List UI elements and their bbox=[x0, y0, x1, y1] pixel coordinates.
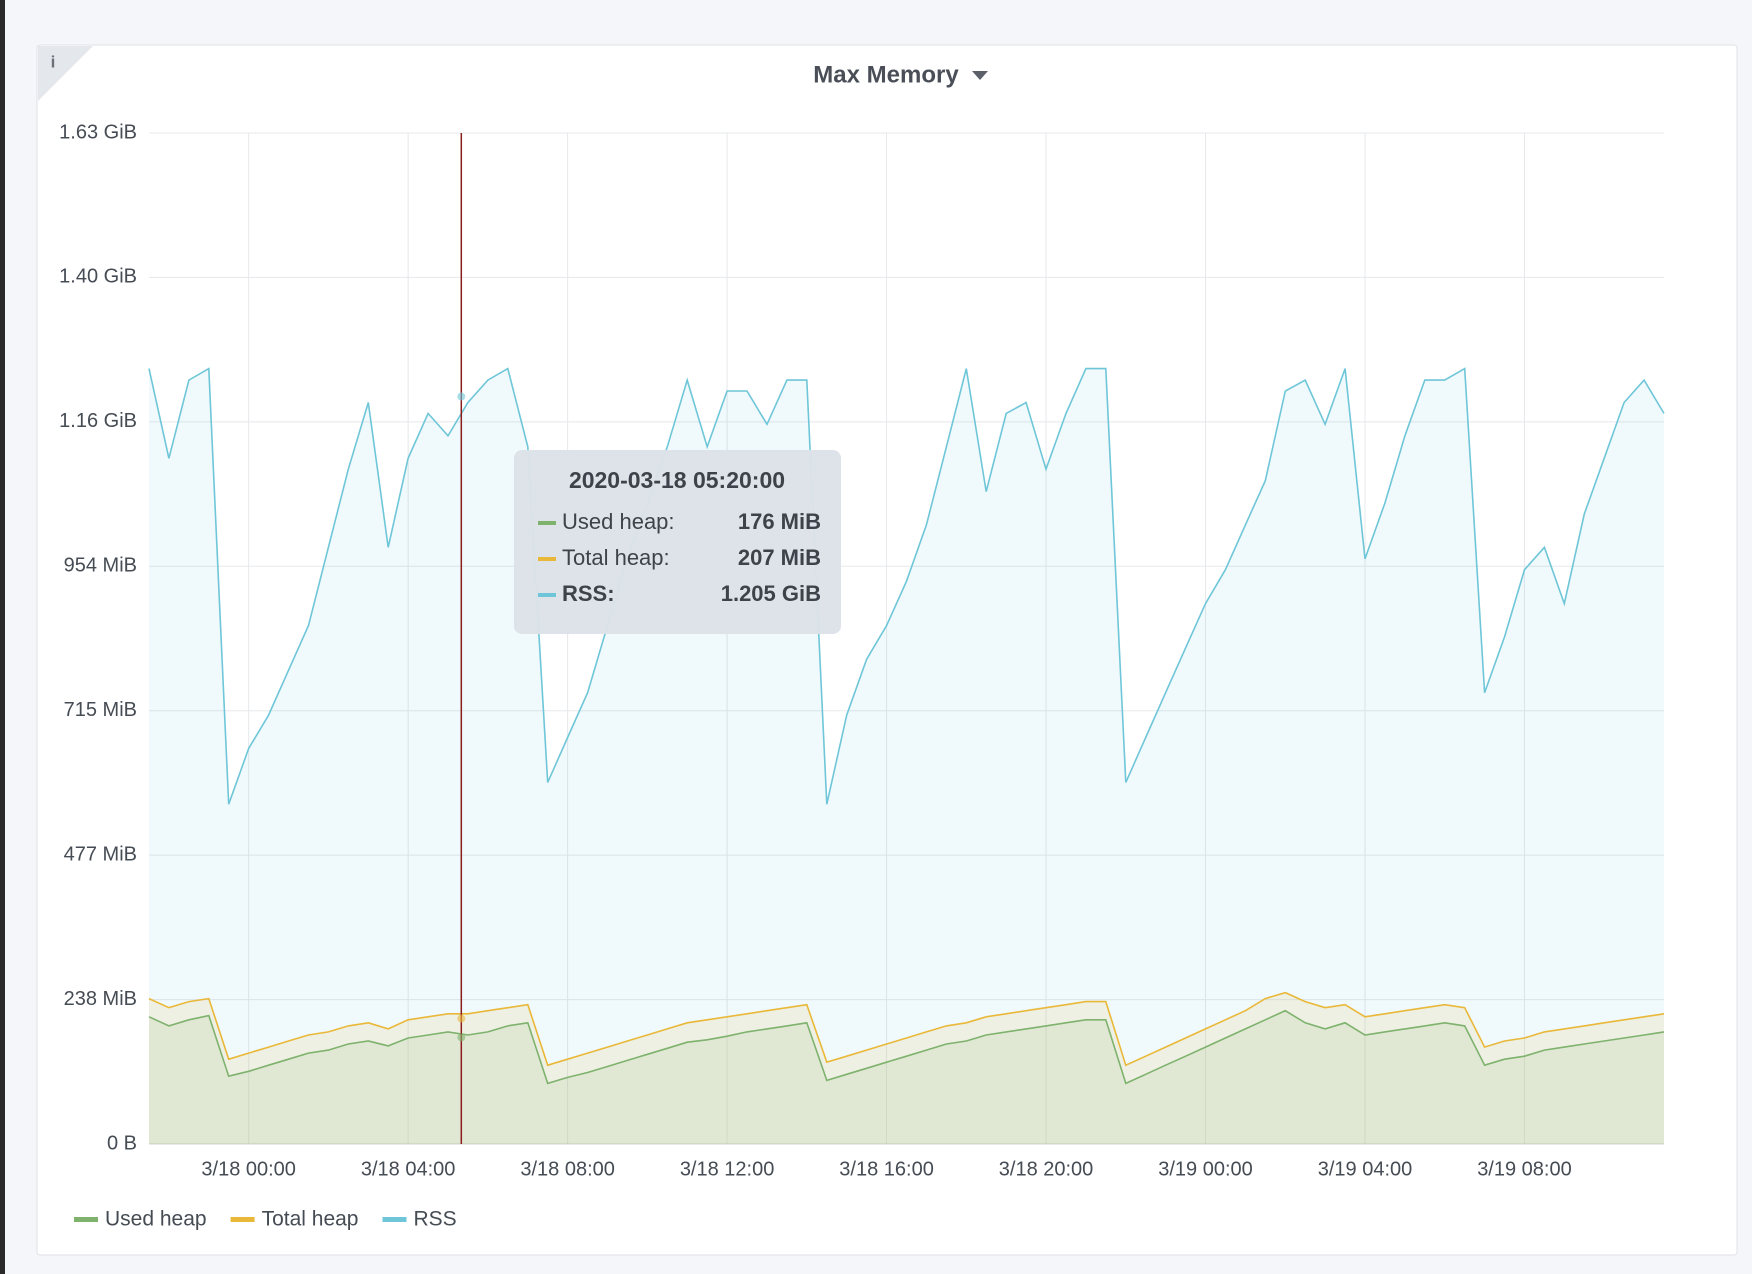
tooltip-box bbox=[514, 450, 841, 634]
x-tick-label: 3/19 08:00 bbox=[1477, 1158, 1572, 1180]
tooltip-label: Total heap: bbox=[562, 545, 670, 570]
hover-point bbox=[457, 392, 466, 401]
x-tick-label: 3/19 00:00 bbox=[1158, 1158, 1253, 1180]
legend-label: Used heap bbox=[105, 1208, 207, 1231]
y-tick-label: 0 B bbox=[107, 1132, 137, 1154]
y-tick-label: 1.40 GiB bbox=[59, 266, 137, 288]
tooltip: 2020-03-18 05:20:00 Used heap: 176 MiB Tota… bbox=[514, 450, 841, 634]
legend-swatch bbox=[230, 1217, 255, 1222]
legend-label: Total heap bbox=[262, 1208, 359, 1231]
series-area bbox=[149, 992, 1664, 1144]
x-tick-label: 3/19 04:00 bbox=[1318, 1158, 1413, 1180]
y-tick-label: 477 MiB bbox=[64, 843, 137, 865]
tooltip-value: 1.205 GiB bbox=[721, 581, 821, 606]
series-area bbox=[149, 1010, 1664, 1144]
y-tick-label: 238 MiB bbox=[64, 988, 137, 1010]
tooltip-label: Used heap: bbox=[562, 509, 675, 534]
y-tick-label: 715 MiB bbox=[64, 699, 137, 721]
x-tick-label: 3/18 12:00 bbox=[680, 1158, 775, 1180]
x-tick-label: 3/18 08:00 bbox=[520, 1158, 615, 1180]
legend-swatch bbox=[74, 1217, 98, 1222]
title-caret[interactable] bbox=[972, 71, 988, 80]
y-tick-label: 1.63 GiB bbox=[59, 121, 137, 143]
tooltip-swatch bbox=[538, 557, 556, 561]
left-edge bbox=[0, 0, 5, 1274]
series-line bbox=[148, 991, 1665, 1067]
info-corner[interactable] bbox=[38, 46, 93, 101]
tooltip-swatch bbox=[538, 521, 556, 525]
tooltip-label: RSS: bbox=[562, 581, 615, 606]
x-tick-label: 3/18 16:00 bbox=[839, 1158, 934, 1180]
x-tick-label: 3/18 04:00 bbox=[361, 1158, 456, 1180]
hover-point bbox=[457, 1014, 466, 1023]
x-tick-label: 3/18 20:00 bbox=[999, 1158, 1094, 1180]
series-line bbox=[148, 367, 1665, 805]
hover-point bbox=[457, 1033, 466, 1042]
series-line bbox=[148, 1009, 1665, 1085]
info-icon[interactable]: i bbox=[51, 52, 56, 71]
legend-label: RSS bbox=[414, 1208, 457, 1231]
y-tick-label: 954 MiB bbox=[64, 555, 137, 577]
legend-swatch bbox=[382, 1217, 407, 1222]
tooltip-value: 176 MiB bbox=[738, 509, 821, 534]
tooltip-value: 207 MiB bbox=[738, 545, 821, 570]
panel-title[interactable]: Max Memory bbox=[813, 61, 959, 88]
tooltip-swatch bbox=[538, 593, 556, 597]
x-tick-label: 3/18 00:00 bbox=[201, 1158, 296, 1180]
y-tick-label: 1.16 GiB bbox=[59, 410, 137, 432]
tooltip-time: 2020-03-18 05:20:00 bbox=[569, 467, 785, 493]
